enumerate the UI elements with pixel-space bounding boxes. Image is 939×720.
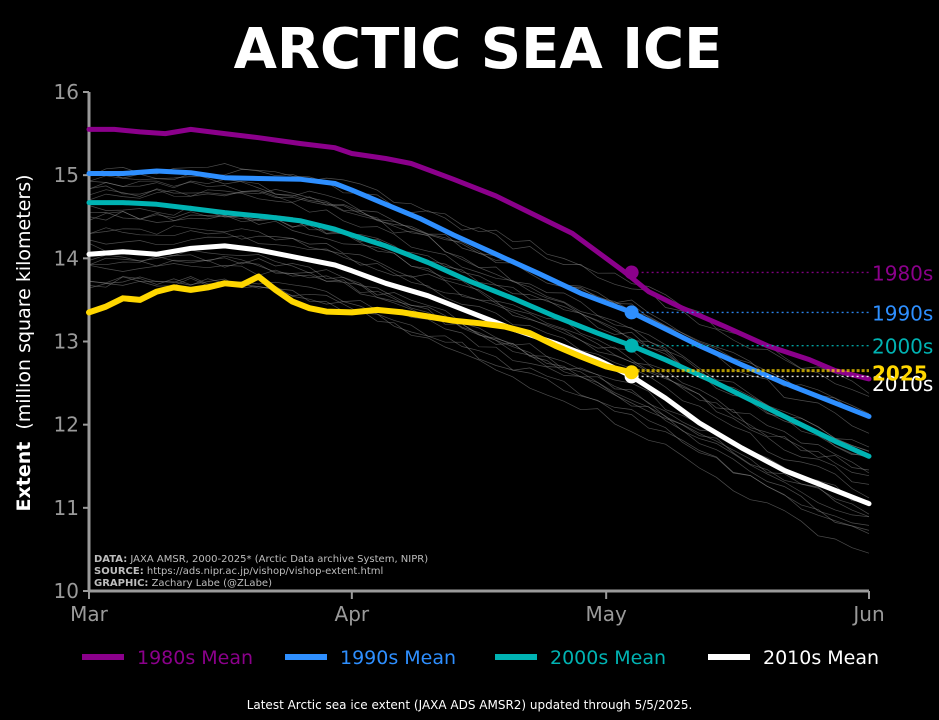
background-year-line: [88, 257, 870, 518]
series-line: [86, 200, 872, 459]
y-tick-label: 12: [54, 413, 79, 437]
background-year-line: [88, 254, 870, 518]
series-marker: [624, 305, 639, 320]
legend-label: 1980s Mean: [137, 647, 253, 669]
background-year-line: [88, 211, 870, 474]
x-tick-label: May: [585, 602, 627, 626]
data-credits: DATA: JAXA AMSR, 2000-2025* (Arctic Data…: [94, 554, 428, 589]
background-year-lines: [88, 163, 870, 554]
background-year-line: [88, 188, 870, 415]
series-end-label: 2010s: [872, 372, 933, 396]
axes: 10 11 12 13 14 15 16 Mar Apr May Jun: [54, 80, 885, 626]
credit-value: JAXA AMSR, 2000-2025* (Arctic Data archi…: [127, 554, 428, 565]
x-tick-label: Mar: [70, 602, 109, 626]
series-markers: [624, 265, 639, 384]
svg-text:Extent (million square k: Extent (million square kilometers): [13, 174, 35, 511]
series-marker: [624, 338, 639, 353]
background-year-line: [88, 189, 870, 418]
footer-update-note: Latest Arctic sea ice extent (JAXA ADS A…: [246, 698, 693, 712]
y-tick-label: 13: [54, 330, 79, 354]
y-tick-label: 10: [54, 579, 79, 603]
credit-line: SOURCE: https://ads.nipr.ac.jp/vishop/vi…: [94, 566, 383, 577]
credit-line: GRAPHIC: Zachary Labe (@ZLabe): [94, 578, 272, 589]
legend-label: 2010s Mean: [763, 647, 879, 669]
series-line: [86, 243, 872, 507]
x-tick-label: Jun: [851, 602, 884, 626]
y-axis-label: Extent (million square kilometers): [13, 174, 35, 511]
y-axis-label-rest: (million square kilometers): [13, 174, 35, 429]
series-end-label: 2000s: [872, 335, 933, 359]
credit-value: https://ads.nipr.ac.jp/vishop/vishop-ext…: [144, 566, 384, 577]
y-tick-label: 14: [54, 246, 79, 270]
series-line: [86, 168, 872, 419]
series-marker: [624, 365, 639, 380]
y-tick-label: 16: [54, 80, 79, 104]
series-line: [86, 273, 635, 376]
background-year-line: [88, 263, 870, 502]
chart-title: ARCTIC SEA ICE: [234, 17, 723, 82]
x-tick-label: Apr: [335, 602, 370, 626]
background-year-line: [88, 205, 870, 485]
legend-label: 1990s Mean: [340, 647, 456, 669]
y-tick-label: 11: [54, 496, 79, 520]
series-end-label: 1990s: [872, 301, 933, 325]
series-lines: [86, 126, 872, 507]
series-line: [86, 126, 872, 382]
series-end-label: 2025: [872, 361, 928, 385]
series-marker: [624, 265, 639, 280]
series-end-label: 1980s: [872, 261, 933, 285]
background-year-line: [88, 180, 870, 452]
legend-label: 2000s Mean: [550, 647, 666, 669]
y-axis-label-bold: Extent: [13, 442, 35, 512]
credit-key: SOURCE:: [94, 566, 144, 577]
background-year-line: [88, 235, 870, 471]
background-year-line: [88, 276, 870, 535]
y-tick-label: 15: [54, 163, 79, 187]
credit-key: DATA:: [94, 554, 127, 565]
credit-key: GRAPHIC:: [94, 578, 148, 589]
background-year-line: [88, 227, 870, 499]
legend: 1980s Mean 1990s Mean 2000s Mean 2010s Mean: [82, 647, 879, 669]
credit-line: DATA: JAXA AMSR, 2000-2025* (Arctic Data…: [94, 554, 428, 565]
background-year-line: [88, 255, 870, 503]
credit-value: Zachary Labe (@ZLabe): [148, 578, 272, 589]
